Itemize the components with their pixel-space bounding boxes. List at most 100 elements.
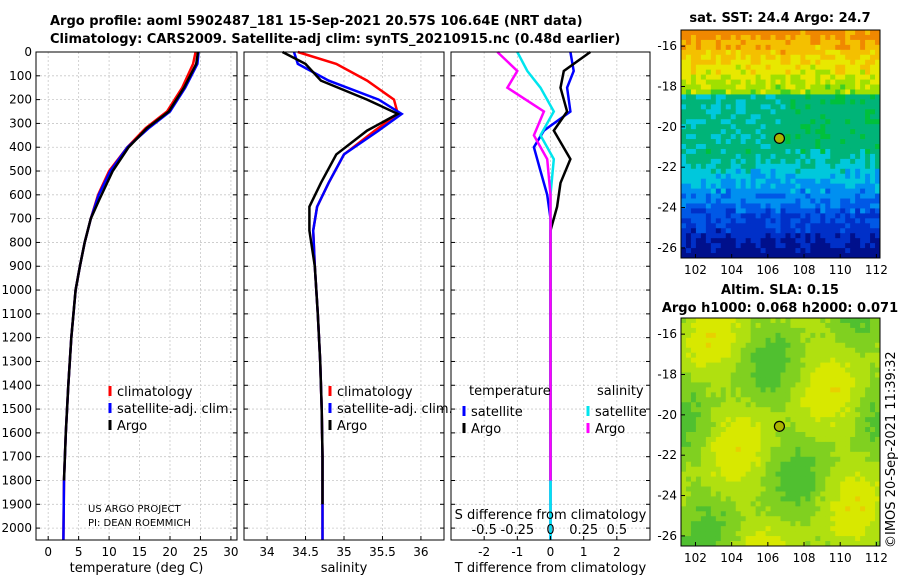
map-cell	[725, 114, 732, 120]
map-cell	[720, 84, 727, 90]
map-cell	[810, 536, 816, 542]
map-cell	[810, 471, 816, 478]
map-cell	[780, 476, 786, 482]
map-cell	[681, 481, 687, 487]
map-cell	[695, 481, 702, 487]
map-cell	[845, 134, 851, 140]
map-cell	[840, 39, 846, 46]
map-cell	[795, 74, 801, 80]
map-cell	[855, 407, 861, 413]
map-cell	[875, 208, 881, 214]
map-cell	[850, 64, 856, 71]
map-cell	[720, 213, 727, 219]
map-cell	[840, 352, 846, 359]
map-cell	[760, 466, 766, 473]
map-cell	[685, 446, 692, 453]
map-cell	[715, 496, 722, 502]
map-cell	[715, 198, 722, 204]
map-cell	[870, 451, 876, 458]
map-cell	[845, 397, 851, 403]
map-cell	[790, 491, 796, 497]
legend-label: Argo	[117, 419, 147, 434]
map-cell	[780, 526, 786, 532]
map-cell	[855, 402, 861, 408]
map-cell	[755, 203, 762, 209]
map-cell	[775, 84, 781, 90]
map-cell	[730, 124, 737, 130]
map-cell	[855, 377, 861, 383]
map-cell	[835, 74, 841, 80]
map-cell	[805, 347, 811, 354]
map-cell	[760, 412, 766, 418]
map-cell	[705, 392, 712, 398]
map-cell	[750, 74, 757, 80]
map-cell	[770, 506, 776, 512]
map-cell	[825, 427, 831, 433]
map-cell	[735, 516, 742, 522]
map-cell	[815, 407, 821, 413]
map-cell	[775, 352, 781, 359]
map-cell	[825, 377, 831, 383]
map-cell	[770, 397, 776, 403]
map-cell	[790, 148, 796, 155]
map-cell	[690, 163, 697, 170]
map-cell	[810, 337, 816, 344]
map-cell	[745, 541, 752, 547]
map-cell	[795, 337, 801, 344]
map-cell	[740, 357, 747, 364]
map-cell	[820, 193, 826, 199]
map-cell	[850, 377, 856, 383]
map-cell	[710, 382, 717, 388]
map-cell	[745, 148, 752, 155]
map-cell	[780, 34, 786, 41]
map-cell	[710, 441, 717, 448]
map-cell	[790, 84, 796, 90]
map-cell	[681, 327, 687, 334]
map-cell	[740, 456, 747, 463]
map-cell	[840, 89, 846, 95]
map-cell	[855, 178, 861, 185]
map-cell	[715, 461, 722, 468]
map-cell	[820, 332, 826, 339]
map-cell	[855, 59, 861, 66]
map-cell	[760, 357, 766, 364]
map-cell	[850, 466, 856, 473]
map-cell	[685, 397, 692, 403]
map-cell	[865, 59, 871, 66]
map-cell	[760, 84, 766, 90]
map-cell	[760, 501, 766, 507]
map-cell	[690, 178, 697, 185]
series-line-climatology	[62, 51, 197, 541]
map-cell	[815, 387, 821, 393]
map-cell	[865, 208, 871, 214]
map-cell	[755, 471, 762, 478]
map-cell	[710, 233, 717, 239]
map-cell	[870, 407, 876, 413]
map-cell	[725, 436, 732, 443]
map-cell	[845, 163, 851, 170]
map-cell	[755, 476, 762, 482]
map-cell	[825, 74, 831, 80]
map-cell	[845, 158, 851, 165]
map-cell	[790, 228, 796, 234]
map-cell	[725, 427, 732, 433]
map-cell	[820, 233, 826, 239]
map-cell	[805, 342, 811, 349]
map-cell	[690, 233, 697, 239]
map-cell	[735, 64, 742, 71]
top-axis-label: S difference from climatology	[455, 508, 647, 523]
map-cell	[775, 501, 781, 507]
map-cell	[835, 441, 841, 448]
map-cell	[730, 476, 737, 482]
map-cell	[730, 392, 737, 398]
map-cell	[735, 144, 742, 150]
map-cell	[720, 79, 727, 85]
map-cell	[695, 392, 702, 398]
map-cell	[720, 491, 727, 497]
map-cell	[875, 104, 881, 110]
map-cell	[855, 218, 861, 224]
map-cell	[795, 79, 801, 85]
map-cell	[710, 407, 717, 413]
map-cell	[800, 387, 806, 393]
map-cell	[740, 392, 747, 398]
